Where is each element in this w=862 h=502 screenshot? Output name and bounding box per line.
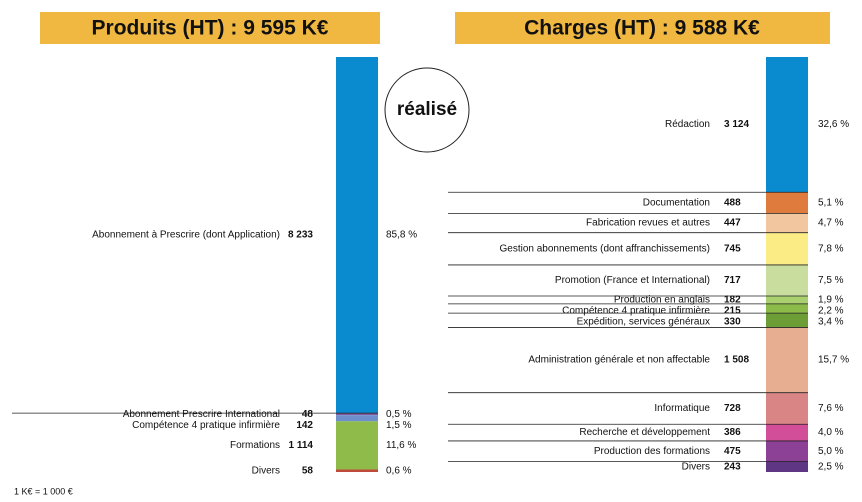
value-label: 215: [724, 306, 741, 317]
segment: [766, 57, 808, 193]
segment: [766, 303, 808, 314]
segment-label: Promotion (France et International): [555, 275, 710, 286]
value-label: 142: [296, 420, 313, 431]
segment-label: Compétence 4 pratique infirmière: [562, 306, 710, 317]
segment-label: Recherche et développement: [579, 427, 710, 438]
share-label: 1,9 %: [818, 295, 844, 306]
segment: [766, 232, 808, 265]
segment: [336, 421, 378, 470]
badge: réalisé: [397, 99, 457, 120]
share-label: 0,5 %: [386, 409, 412, 420]
segment: [766, 192, 808, 214]
segment: [766, 295, 808, 304]
share-label: 5,0 %: [818, 446, 844, 457]
segment: [766, 313, 808, 328]
segment-label: Production en anglais: [614, 295, 710, 306]
value-label: 1 114: [289, 440, 314, 451]
value-label: 488: [724, 197, 741, 208]
value-label: 447: [724, 218, 741, 229]
value-label: 475: [724, 446, 741, 457]
value-label: 48: [302, 409, 314, 420]
share-label: 7,6 %: [818, 403, 844, 414]
share-label: 32,6 %: [818, 119, 849, 130]
share-label: 1,5 %: [386, 420, 412, 431]
segment: [336, 57, 378, 414]
segment: [336, 413, 378, 416]
segment-label: Administration générale et non affectabl…: [528, 355, 710, 366]
segment: [766, 461, 808, 472]
segment: [766, 264, 808, 296]
segment-label: Abonnement à Prescrire (dont Application…: [92, 230, 280, 241]
share-label: 85,8 %: [386, 230, 417, 241]
value-label: 386: [724, 427, 741, 438]
title-box: [40, 12, 380, 44]
segment: [336, 469, 378, 472]
segment-label: Expédition, services généraux: [577, 317, 710, 328]
share-label: 2,2 %: [818, 306, 844, 317]
share-label: 0,6 %: [386, 465, 412, 476]
value-label: 330: [724, 317, 741, 328]
chart-title: Charges (HT) : 9 588 K€: [524, 17, 760, 40]
segment-label: Informatique: [654, 403, 710, 414]
share-label: 3,4 %: [818, 317, 844, 328]
segment: [336, 415, 378, 422]
badge-circle: [384, 67, 470, 153]
share-label: 11,6 %: [386, 440, 416, 451]
segment: [766, 424, 808, 441]
title-box: [455, 12, 830, 44]
segment-label: Divers: [682, 461, 710, 472]
share-label: 4,0 %: [818, 427, 844, 438]
segment: [766, 213, 808, 233]
value-label: 8 233: [288, 230, 313, 241]
value-label: 58: [302, 465, 314, 476]
segment: [766, 440, 808, 462]
value-label: 243: [724, 461, 741, 472]
value-label: 3 124: [724, 119, 749, 130]
value-label: 728: [724, 403, 741, 414]
segment-label: Abonnement Prescrire International: [123, 409, 280, 420]
segment: [766, 392, 808, 425]
share-label: 7,8 %: [818, 243, 844, 254]
share-label: 2,5 %: [818, 461, 844, 472]
segment-label: Fabrication revues et autres: [586, 218, 710, 229]
share-label: 5,1 %: [818, 197, 844, 208]
segment-label: Compétence 4 pratique infirmière: [132, 420, 280, 431]
value-label: 182: [724, 295, 741, 306]
value-label: 745: [724, 243, 741, 254]
segment-label: Formations: [230, 440, 280, 451]
share-label: 15,7 %: [818, 355, 849, 366]
chart-title: Produits (HT) : 9 595 K€: [92, 17, 329, 40]
value-label: 1 508: [724, 355, 749, 366]
segment: [766, 327, 808, 393]
share-label: 4,7 %: [818, 218, 844, 229]
segment-label: Production des formations: [594, 446, 710, 457]
segment-label: Divers: [252, 465, 280, 476]
segment-label: Rédaction: [665, 119, 710, 130]
value-label: 717: [724, 275, 741, 286]
segment-label: Gestion abonnements (dont affranchisseme…: [500, 243, 711, 254]
share-label: 7,5 %: [818, 275, 844, 286]
segment-label: Documentation: [643, 197, 710, 208]
note: 1 K€ = 1 000 €: [14, 486, 73, 496]
